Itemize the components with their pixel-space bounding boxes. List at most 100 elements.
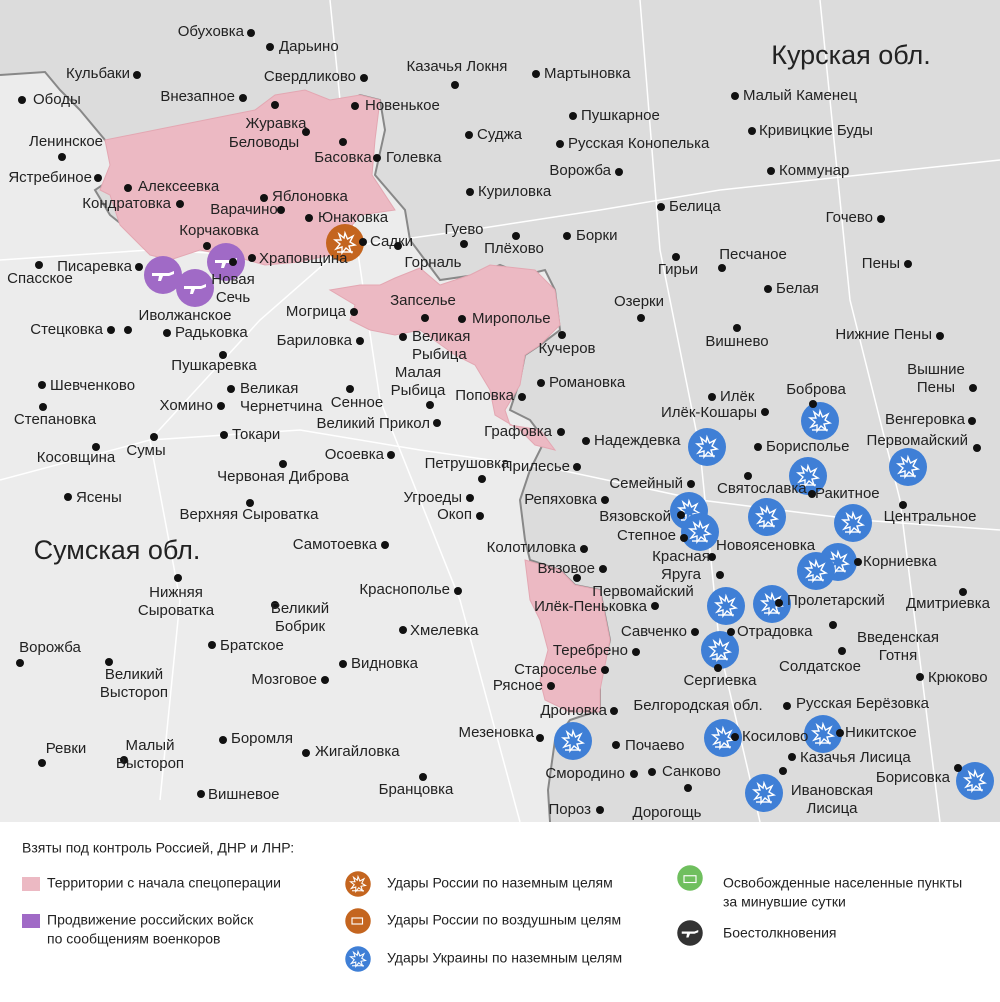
place-label: Казачья Локня (407, 58, 508, 75)
place-label: Кульбаки (66, 65, 130, 82)
place-dot (460, 240, 468, 248)
place-dot (556, 140, 564, 148)
place-label: Графовка (484, 423, 553, 440)
place-dot (716, 571, 724, 579)
place-dot (381, 541, 389, 549)
place-label: Ястребиное (8, 169, 92, 186)
place-dot (466, 494, 474, 502)
place-label: Введенская (857, 629, 939, 646)
place-label: Ревки (46, 740, 87, 757)
place-dot (419, 773, 427, 781)
place-dot (399, 333, 407, 341)
place-dot (246, 499, 254, 507)
place-dot (38, 759, 46, 767)
place-dot (260, 194, 268, 202)
icons (144, 224, 994, 812)
place-label: Озерки (614, 293, 664, 310)
place-dot (788, 753, 796, 761)
place-label: Самотоевка (293, 536, 378, 553)
place-label: Варачино (210, 201, 278, 218)
place-dot (761, 408, 769, 416)
place-label: Санково (662, 763, 721, 780)
strike-icon (326, 224, 364, 262)
place-dot (321, 676, 329, 684)
place-dot (569, 112, 577, 120)
place-label: Голевка (386, 149, 442, 166)
place-dot (16, 659, 24, 667)
place-label: Пушкаревка (171, 357, 257, 374)
place-dot (537, 379, 545, 387)
place-dot (176, 200, 184, 208)
place-label: Дмитриевка (906, 595, 991, 612)
place-label: Шевченково (50, 377, 135, 394)
place-label: Степановка (14, 411, 97, 428)
place-label: Боромля (231, 730, 293, 747)
place-dot (466, 188, 474, 196)
place-dot (351, 102, 359, 110)
place-label: Русская Конопелька (568, 135, 710, 152)
place-label: Поповка (455, 387, 514, 404)
place-label: Юнаковка (318, 209, 389, 226)
strike-icon (889, 448, 927, 486)
place-dot (64, 493, 72, 501)
place-label: Отрадовка (737, 623, 813, 640)
strike-circle (889, 448, 927, 486)
place-label: Окоп (437, 506, 472, 523)
strike-icon (804, 715, 842, 753)
place-label: Вышние (907, 361, 965, 378)
place-label: Вязовое (538, 560, 596, 577)
place-dot (305, 214, 313, 222)
strike-circle (956, 762, 994, 800)
place-label: Борки (576, 227, 617, 244)
place-dot (714, 664, 722, 672)
place-dot (476, 512, 484, 520)
place-dot (277, 206, 285, 214)
place-label: Надеждевка (594, 432, 681, 449)
strike-circle (804, 715, 842, 753)
place-dot (229, 258, 237, 266)
strike-icon (681, 513, 719, 551)
place-label: Белица (669, 198, 721, 215)
place-label: Лисица (806, 800, 858, 817)
place-dot (973, 444, 981, 452)
place-label: Боброва (786, 381, 846, 398)
place-label: Видновка (351, 655, 419, 672)
place-label: Пролетарский (787, 592, 885, 609)
place-dot (599, 565, 607, 573)
place-label: Песчаное (719, 246, 787, 263)
place-label: Вишнево (705, 333, 768, 350)
strike-circle (688, 428, 726, 466)
place-dot (632, 648, 640, 656)
place-dot (748, 127, 756, 135)
place-label: Нижняя (149, 584, 203, 601)
place-label: Иволжанское (139, 307, 232, 324)
place-dot (339, 660, 347, 668)
place-label: Басовка (314, 149, 372, 166)
place-label: Косилово (742, 728, 808, 745)
place-label: Запселье (390, 292, 456, 309)
place-label: Пены (862, 255, 900, 272)
legend-icon (677, 865, 703, 891)
region-label: Белгородская обл. (633, 697, 762, 714)
place-label: Кондратовка (82, 195, 171, 212)
place-dot (775, 599, 783, 607)
place-dot (959, 588, 967, 596)
legend-label: Удары России по наземным целям (387, 875, 613, 891)
place-dot (219, 736, 227, 744)
place-label: Выстороп (100, 684, 168, 701)
place-dot (387, 451, 395, 459)
place-dot (612, 741, 620, 749)
place-label: Сыроватка (138, 602, 215, 619)
place-label: Илёк-Пеньковка (534, 598, 648, 615)
place-dot (302, 749, 310, 757)
place-label: Косовщина (37, 449, 116, 466)
place-label: Внезапное (160, 88, 235, 105)
place-dot (836, 729, 844, 737)
place-dot (92, 443, 100, 451)
strike-icon (707, 587, 745, 625)
place-label: Ивановская (791, 782, 873, 799)
place-label: Савченко (621, 623, 687, 640)
place-label: Семейный (609, 475, 683, 492)
place-dot (203, 242, 211, 250)
strike-icon (797, 552, 835, 590)
